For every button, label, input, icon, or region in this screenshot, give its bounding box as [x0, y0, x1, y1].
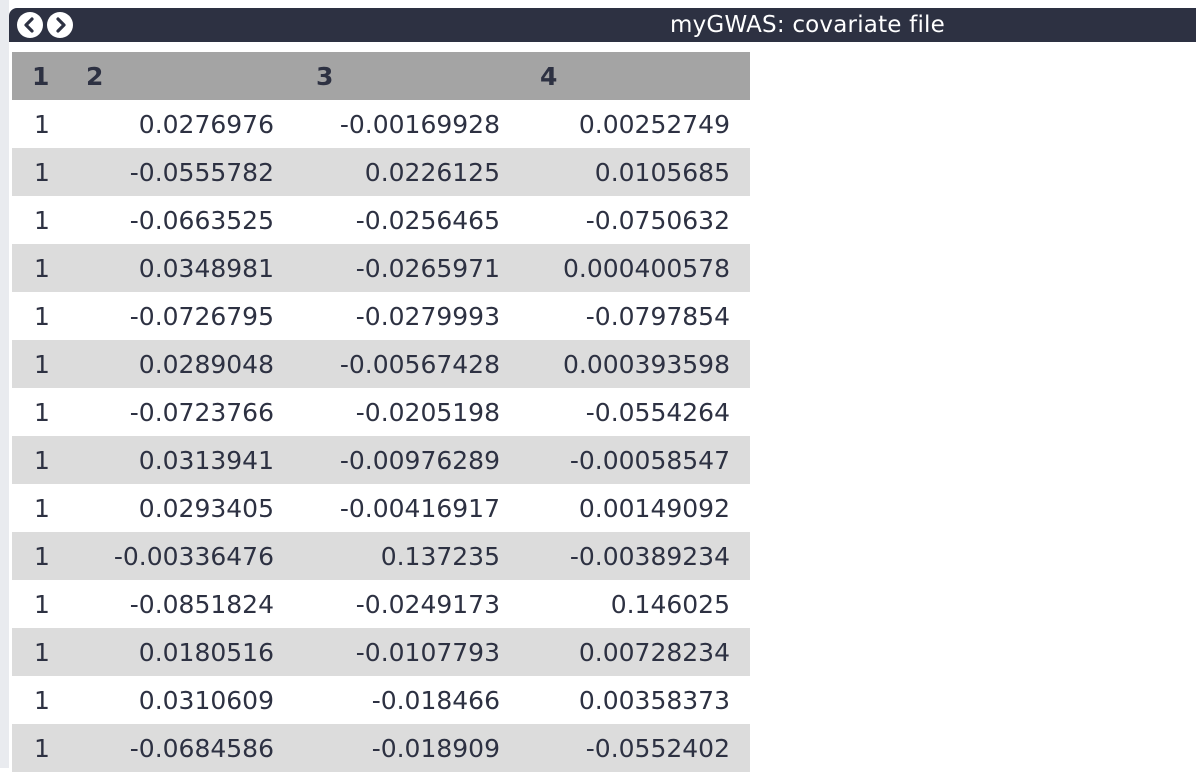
table-row[interactable]: 1 -0.0723766 -0.0205198 -0.0554264: [12, 388, 750, 436]
table-cell-col-3: -0.00567428: [339, 349, 500, 379]
table-cell-col-4: -0.0797854: [585, 301, 730, 331]
chevron-right-icon: [56, 17, 66, 33]
table-cell-col-4: 0.00149092: [578, 493, 730, 523]
table-row[interactable]: 1 0.0276976 -0.00169928 0.00252749: [12, 100, 750, 148]
table-cell-col-1: 1: [34, 301, 50, 331]
table-cell-col-4: -0.0554264: [585, 397, 730, 427]
table-cell-col-2: 0.0293405: [138, 493, 274, 523]
table-cell-col-3: 0.137235: [380, 541, 500, 571]
table-cell-col-1: 1: [34, 109, 50, 139]
table-cell-col-4: 0.146025: [610, 589, 730, 619]
table-row[interactable]: 1 -0.00336476 0.137235 -0.00389234: [12, 532, 750, 580]
table-cell-col-2: -0.0726795: [129, 301, 274, 331]
table-cell-col-1: 1: [34, 733, 50, 763]
table-cell-col-4: -0.0750632: [585, 205, 730, 235]
table-cell-col-3: -0.0265971: [355, 253, 500, 283]
column-header-4[interactable]: 4: [540, 61, 558, 91]
table-cell-col-1: 1: [34, 445, 50, 475]
table-cell-col-1: 1: [34, 205, 50, 235]
table-cell-col-2: 0.0310609: [138, 685, 274, 715]
table-row[interactable]: 1 -0.0663525 -0.0256465 -0.0750632: [12, 196, 750, 244]
table-cell-col-2: 0.0289048: [138, 349, 274, 379]
table-cell-col-3: -0.0249173: [355, 589, 500, 619]
table-cell-col-2: 0.0276976: [138, 109, 274, 139]
table-row[interactable]: 1 0.0313941 -0.00976289 -0.00058547: [12, 436, 750, 484]
table-cell-col-1: 1: [34, 397, 50, 427]
table-row[interactable]: 1 0.0293405 -0.00416917 0.00149092: [12, 484, 750, 532]
table-cell-col-2: -0.0555782: [129, 157, 274, 187]
column-header-1[interactable]: 1: [32, 61, 50, 91]
table-cell-col-2: 0.0348981: [138, 253, 274, 283]
table-cell-col-4: 0.00252749: [578, 109, 730, 139]
table-row[interactable]: 1 0.0180516 -0.0107793 0.00728234: [12, 628, 750, 676]
table-cell-col-2: -0.0684586: [129, 733, 274, 763]
title-bar: myGWAS: covariate file: [9, 8, 1196, 42]
table-cell-col-4: -0.00058547: [569, 445, 730, 475]
table-cell-col-3: -0.0279993: [355, 301, 500, 331]
table-row[interactable]: 1 0.0310609 -0.018466 0.00358373: [12, 676, 750, 724]
table-cell-col-2: -0.0851824: [129, 589, 274, 619]
table-cell-col-3: -0.0107793: [355, 637, 500, 667]
table-cell-col-3: 0.0226125: [364, 157, 500, 187]
chevron-left-icon: [24, 17, 34, 33]
forward-button[interactable]: [47, 12, 73, 38]
table-header: 1 2 3 4: [12, 52, 750, 100]
column-header-2[interactable]: 2: [86, 61, 104, 91]
table-cell-col-1: 1: [34, 589, 50, 619]
table-cell-col-4: 0.000393598: [562, 349, 730, 379]
table-cell-col-1: 1: [34, 493, 50, 523]
table-cell-col-2: -0.00336476: [113, 541, 274, 571]
table-cell-col-1: 1: [34, 637, 50, 667]
header-row: 1 2 3 4: [12, 52, 750, 100]
table-cell-col-1: 1: [34, 541, 50, 571]
table-row[interactable]: 1 -0.0684586 -0.018909 -0.0552402: [12, 724, 750, 772]
table-cell-col-3: -0.0205198: [355, 397, 500, 427]
table-cell-col-2: -0.0723766: [129, 397, 274, 427]
table-row[interactable]: 1 -0.0555782 0.0226125 0.0105685: [12, 148, 750, 196]
table-cell-col-4: 0.0105685: [594, 157, 730, 187]
table-row[interactable]: 1 -0.0726795 -0.0279993 -0.0797854: [12, 292, 750, 340]
window-left-edge: [0, 0, 9, 768]
table-cell-col-1: 1: [34, 253, 50, 283]
table-cell-col-3: -0.018909: [371, 733, 500, 763]
table-cell-col-1: 1: [34, 157, 50, 187]
table-cell-col-2: 0.0180516: [138, 637, 274, 667]
table-row[interactable]: 1 -0.0851824 -0.0249173 0.146025: [12, 580, 750, 628]
covariate-table: 1 2 3 4 1 0.0276976 -0.00169928 0.00252749 1…: [12, 52, 750, 772]
table-cell-col-3: -0.00169928: [339, 109, 500, 139]
table-cell-col-4: -0.0552402: [585, 733, 730, 763]
table-body: 1 0.0276976 -0.00169928 0.00252749 1 -0.05557…: [12, 100, 750, 772]
table-cell-col-3: -0.018466: [371, 685, 500, 715]
table-cell-col-2: 0.0313941: [138, 445, 274, 475]
table-cell-col-4: 0.000400578: [562, 253, 730, 283]
table-cell-col-4: -0.00389234: [569, 541, 730, 571]
table-cell-col-4: 0.00358373: [578, 685, 730, 715]
table-cell-col-3: -0.0256465: [355, 205, 500, 235]
covariate-table-container: 1 2 3 4 1 0.0276976 -0.00169928 0.00252749 1…: [12, 52, 750, 772]
table-row[interactable]: 1 0.0289048 -0.00567428 0.000393598: [12, 340, 750, 388]
table-cell-col-3: -0.00976289: [339, 445, 500, 475]
column-header-3[interactable]: 3: [316, 61, 334, 91]
table-cell-col-4: 0.00728234: [578, 637, 730, 667]
table-cell-col-1: 1: [34, 685, 50, 715]
table-cell-col-2: -0.0663525: [129, 205, 274, 235]
window-top-edge: [0, 0, 1196, 8]
table-cell-col-3: -0.00416917: [339, 493, 500, 523]
window-title: myGWAS: covariate file: [670, 12, 945, 38]
table-cell-col-1: 1: [34, 349, 50, 379]
back-button[interactable]: [17, 12, 43, 38]
table-row[interactable]: 1 0.0348981 -0.0265971 0.000400578: [12, 244, 750, 292]
